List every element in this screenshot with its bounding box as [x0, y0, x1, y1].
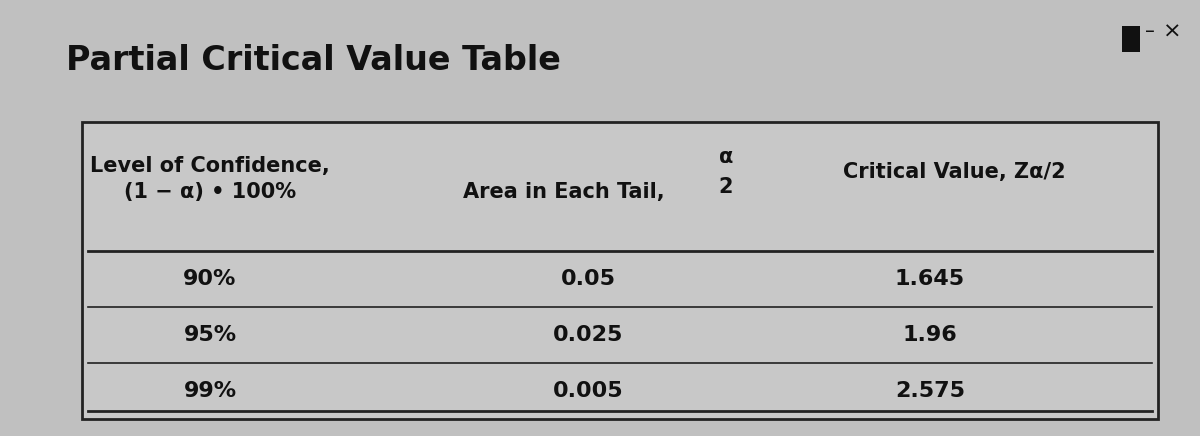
- Text: –: –: [1145, 22, 1154, 41]
- Text: 0.005: 0.005: [553, 381, 623, 401]
- Text: Critical Value, Zα/2: Critical Value, Zα/2: [842, 162, 1066, 182]
- Text: ×: ×: [1163, 22, 1182, 42]
- Text: 1.96: 1.96: [902, 325, 958, 344]
- Text: α: α: [719, 147, 733, 167]
- Text: Area in Each Tail,: Area in Each Tail,: [463, 182, 665, 202]
- Text: (1 − α) • 100%: (1 − α) • 100%: [124, 182, 296, 202]
- Text: 2: 2: [719, 177, 733, 198]
- Text: 2.575: 2.575: [895, 381, 965, 401]
- Text: 0.05: 0.05: [560, 269, 616, 289]
- Text: 0.025: 0.025: [553, 325, 623, 344]
- Text: 90%: 90%: [184, 269, 236, 289]
- Text: 1.645: 1.645: [895, 269, 965, 289]
- Text: Level of Confidence,: Level of Confidence,: [90, 156, 330, 176]
- Text: 99%: 99%: [184, 381, 236, 401]
- Text: Partial Critical Value Table: Partial Critical Value Table: [66, 44, 560, 77]
- Text: 95%: 95%: [184, 325, 236, 344]
